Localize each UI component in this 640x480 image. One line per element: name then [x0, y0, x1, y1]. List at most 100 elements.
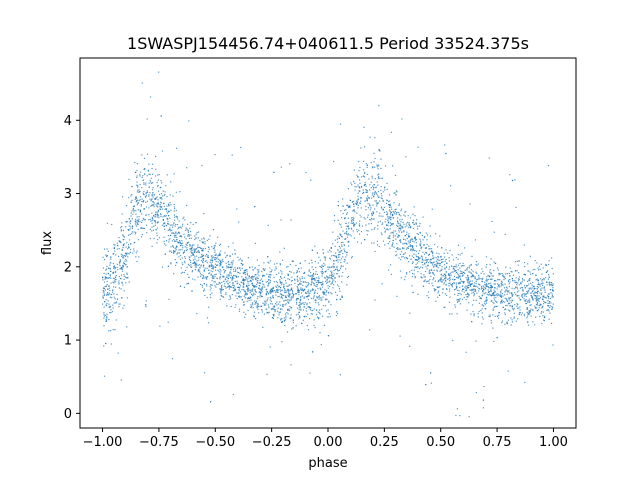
- data-point: [552, 289, 554, 291]
- data-point: [381, 223, 383, 225]
- data-point: [237, 282, 239, 284]
- data-point: [186, 283, 188, 285]
- data-point: [449, 276, 451, 278]
- data-point: [116, 293, 118, 296]
- data-point: [258, 269, 260, 271]
- data-point: [526, 290, 528, 293]
- data-point: [334, 277, 336, 279]
- data-point: [238, 296, 240, 298]
- data-point: [366, 191, 368, 193]
- data-point: [454, 282, 456, 284]
- data-point: [201, 238, 203, 240]
- data-point: [526, 308, 528, 310]
- data-point: [395, 208, 397, 210]
- data-point: [223, 280, 225, 282]
- data-point: [122, 284, 124, 286]
- data-point: [541, 311, 543, 313]
- data-point: [131, 186, 133, 188]
- data-point: [212, 267, 214, 269]
- data-point: [285, 296, 287, 298]
- data-point: [389, 225, 391, 227]
- data-point: [243, 272, 245, 274]
- data-point: [491, 286, 493, 288]
- data-point: [428, 270, 430, 272]
- data-point: [384, 230, 386, 232]
- data-point: [398, 212, 400, 214]
- data-point: [217, 264, 219, 266]
- data-point: [524, 293, 526, 295]
- data-point: [131, 218, 133, 220]
- data-point: [129, 221, 131, 223]
- data-point: [501, 272, 503, 275]
- data-point: [459, 415, 461, 417]
- data-point: [545, 277, 547, 279]
- data-point: [257, 296, 259, 298]
- data-point: [299, 298, 301, 300]
- data-point: [211, 284, 213, 286]
- data-point: [188, 235, 190, 237]
- data-point: [248, 299, 250, 301]
- data-point: [290, 219, 292, 221]
- data-point: [328, 313, 330, 315]
- data-point: [510, 317, 512, 319]
- data-point: [330, 247, 332, 249]
- data-point: [461, 298, 464, 300]
- data-point: [548, 274, 550, 276]
- data-point: [441, 280, 443, 282]
- data-point: [145, 182, 147, 184]
- data-point: [364, 146, 366, 148]
- data-point: [288, 299, 290, 301]
- data-point: [126, 242, 128, 244]
- data-point: [478, 302, 480, 304]
- data-point: [209, 294, 211, 296]
- data-point: [307, 291, 309, 293]
- data-point: [281, 341, 283, 343]
- data-point: [177, 228, 179, 230]
- data-point: [174, 236, 176, 238]
- data-point: [295, 314, 298, 316]
- data-point: [229, 255, 232, 257]
- data-point: [350, 222, 352, 224]
- data-point: [212, 229, 215, 231]
- data-point: [507, 319, 510, 321]
- data-point: [322, 283, 324, 285]
- data-point: [412, 227, 415, 230]
- data-point: [339, 247, 341, 249]
- data-point: [428, 272, 430, 274]
- data-point: [148, 207, 150, 209]
- data-point: [298, 294, 300, 296]
- data-point: [430, 251, 432, 253]
- data-point: [250, 299, 252, 301]
- data-point: [275, 303, 277, 305]
- data-point: [536, 262, 538, 264]
- data-point: [356, 212, 358, 214]
- data-point: [449, 280, 451, 282]
- data-point: [344, 238, 346, 240]
- data-point: [426, 268, 428, 270]
- data-point: [546, 309, 548, 311]
- data-point: [382, 240, 385, 242]
- data-point: [250, 276, 253, 278]
- data-point: [536, 288, 538, 290]
- data-point: [500, 282, 502, 284]
- data-point: [536, 295, 538, 297]
- data-point: [283, 247, 285, 249]
- data-point: [407, 247, 409, 249]
- data-point: [542, 305, 544, 307]
- data-point: [480, 288, 482, 290]
- data-point: [399, 240, 401, 242]
- data-point: [397, 247, 399, 249]
- data-point: [140, 204, 142, 206]
- data-point: [143, 190, 145, 193]
- data-point: [289, 293, 291, 295]
- data-point: [237, 276, 239, 278]
- data-point: [156, 232, 158, 234]
- data-point: [337, 241, 339, 243]
- data-point: [120, 230, 122, 232]
- data-point: [148, 195, 150, 197]
- data-point: [301, 277, 303, 280]
- data-point: [397, 222, 399, 224]
- data-point: [280, 276, 282, 278]
- data-point: [434, 243, 436, 246]
- data-point: [108, 277, 110, 279]
